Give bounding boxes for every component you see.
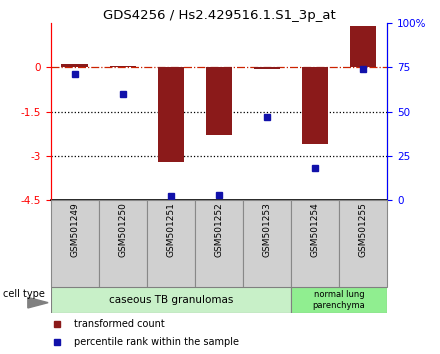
Text: GSM501250: GSM501250 xyxy=(118,202,127,257)
Bar xyxy=(339,200,387,287)
Bar xyxy=(350,26,376,67)
Polygon shape xyxy=(28,297,48,308)
Bar xyxy=(147,200,195,287)
Text: transformed count: transformed count xyxy=(74,319,165,329)
Bar xyxy=(51,287,291,313)
Bar xyxy=(158,67,184,162)
Bar xyxy=(291,200,339,287)
Text: percentile rank within the sample: percentile rank within the sample xyxy=(74,337,239,347)
Text: GSM501254: GSM501254 xyxy=(311,202,319,257)
Bar xyxy=(254,67,280,69)
Bar xyxy=(110,66,136,67)
Bar xyxy=(205,67,232,135)
Text: caseous TB granulomas: caseous TB granulomas xyxy=(109,295,233,305)
Text: GSM501255: GSM501255 xyxy=(359,202,368,257)
Text: GSM501253: GSM501253 xyxy=(263,202,271,257)
Bar xyxy=(291,287,387,313)
Bar xyxy=(243,200,291,287)
Text: GSM501251: GSM501251 xyxy=(166,202,175,257)
Bar xyxy=(51,200,99,287)
Bar xyxy=(302,67,328,144)
Bar xyxy=(99,200,147,287)
Text: cell type: cell type xyxy=(3,289,44,299)
Text: GSM501252: GSM501252 xyxy=(214,202,224,257)
Bar xyxy=(195,200,243,287)
Text: GSM501249: GSM501249 xyxy=(70,202,79,257)
Title: GDS4256 / Hs2.429516.1.S1_3p_at: GDS4256 / Hs2.429516.1.S1_3p_at xyxy=(103,9,335,22)
Bar xyxy=(62,64,88,67)
Text: normal lung
parenchyma: normal lung parenchyma xyxy=(313,290,366,310)
